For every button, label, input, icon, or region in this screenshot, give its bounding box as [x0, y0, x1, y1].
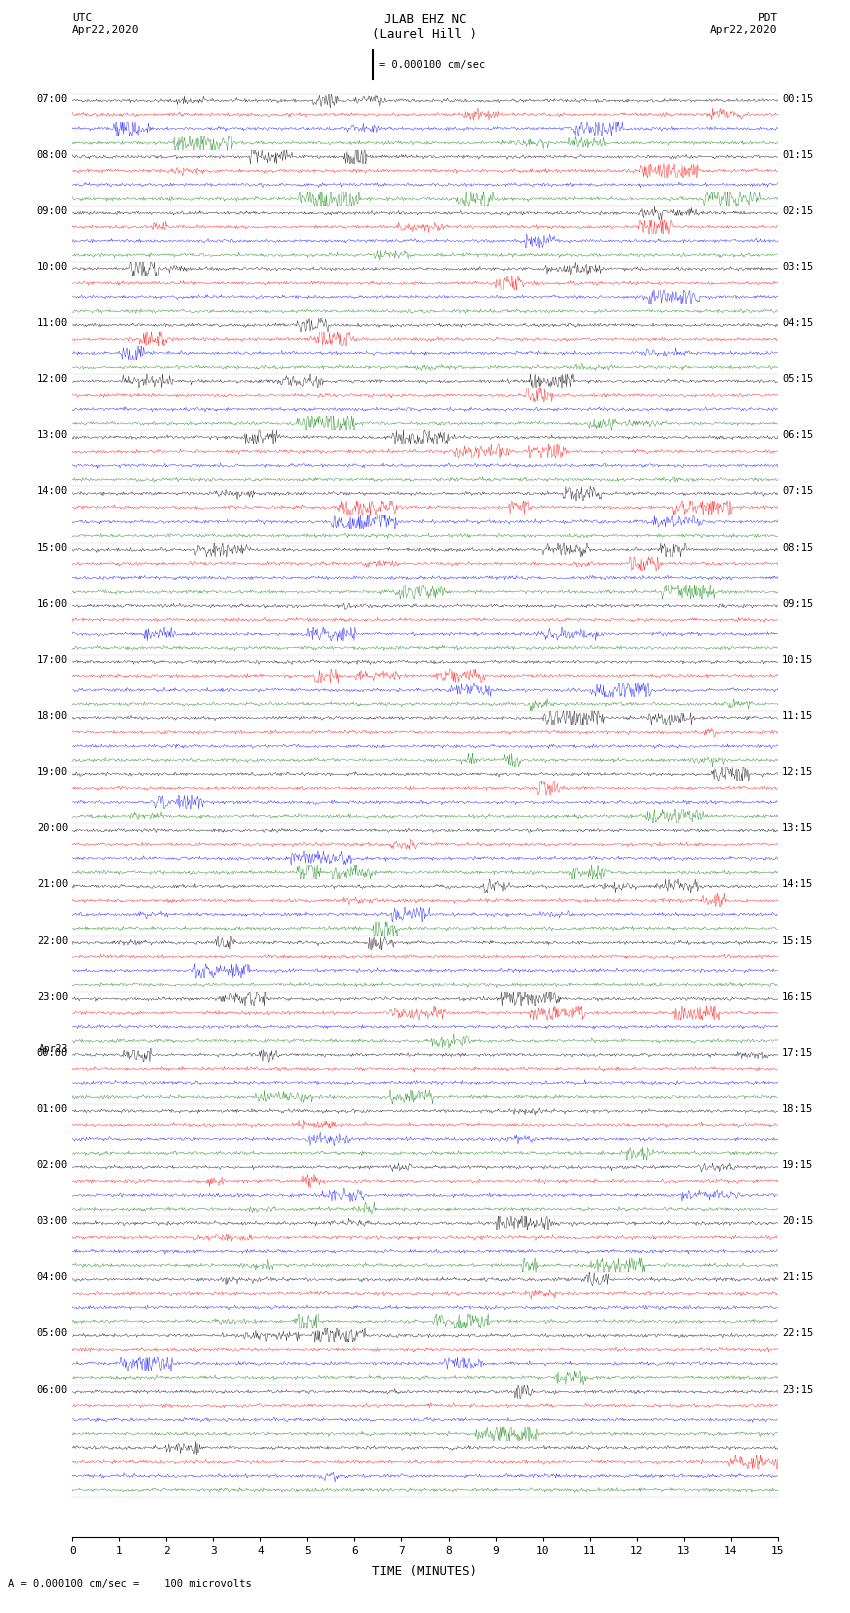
Text: = 0.000100 cm/sec: = 0.000100 cm/sec: [379, 60, 485, 69]
Text: 06:00: 06:00: [37, 1384, 68, 1395]
Text: 17:00: 17:00: [37, 655, 68, 665]
Text: A = 0.000100 cm/sec =    100 microvolts: A = 0.000100 cm/sec = 100 microvolts: [8, 1579, 252, 1589]
Text: 21:15: 21:15: [782, 1273, 813, 1282]
Text: TIME (MINUTES): TIME (MINUTES): [372, 1565, 478, 1578]
Text: 22:00: 22:00: [37, 936, 68, 945]
Text: 16:00: 16:00: [37, 598, 68, 608]
Text: 20:15: 20:15: [782, 1216, 813, 1226]
Text: UTC
Apr22,2020: UTC Apr22,2020: [72, 13, 139, 34]
Text: 03:15: 03:15: [782, 261, 813, 273]
Text: 07:15: 07:15: [782, 487, 813, 497]
Text: 02:00: 02:00: [37, 1160, 68, 1169]
Text: 19:00: 19:00: [37, 768, 68, 777]
Text: 15:00: 15:00: [37, 542, 68, 553]
Text: 12:15: 12:15: [782, 768, 813, 777]
Text: 21:00: 21:00: [37, 879, 68, 889]
Text: 07:00: 07:00: [37, 94, 68, 103]
Text: 08:00: 08:00: [37, 150, 68, 160]
Text: JLAB EHZ NC
(Laurel Hill ): JLAB EHZ NC (Laurel Hill ): [372, 13, 478, 40]
Text: 23:00: 23:00: [37, 992, 68, 1002]
Text: 10:00: 10:00: [37, 261, 68, 273]
Text: 04:15: 04:15: [782, 318, 813, 327]
Text: 01:15: 01:15: [782, 150, 813, 160]
Text: PDT
Apr22,2020: PDT Apr22,2020: [711, 13, 778, 34]
Text: 13:00: 13:00: [37, 431, 68, 440]
Text: 12:00: 12:00: [37, 374, 68, 384]
Text: 05:00: 05:00: [37, 1329, 68, 1339]
Text: 17:15: 17:15: [782, 1048, 813, 1058]
Text: 01:00: 01:00: [37, 1103, 68, 1115]
Text: 10:15: 10:15: [782, 655, 813, 665]
Text: Apr23: Apr23: [38, 1044, 68, 1053]
Text: 03:00: 03:00: [37, 1216, 68, 1226]
Text: 00:15: 00:15: [782, 94, 813, 103]
Text: 18:00: 18:00: [37, 711, 68, 721]
Text: 22:15: 22:15: [782, 1329, 813, 1339]
Text: 05:15: 05:15: [782, 374, 813, 384]
Text: 02:15: 02:15: [782, 206, 813, 216]
Text: 16:15: 16:15: [782, 992, 813, 1002]
Text: 20:00: 20:00: [37, 823, 68, 834]
Text: 00:00: 00:00: [37, 1048, 68, 1058]
Text: 15:15: 15:15: [782, 936, 813, 945]
Text: 09:15: 09:15: [782, 598, 813, 608]
Text: 06:15: 06:15: [782, 431, 813, 440]
Text: 13:15: 13:15: [782, 823, 813, 834]
Text: 08:15: 08:15: [782, 542, 813, 553]
Text: 14:15: 14:15: [782, 879, 813, 889]
Text: 19:15: 19:15: [782, 1160, 813, 1169]
Text: 09:00: 09:00: [37, 206, 68, 216]
Text: 14:00: 14:00: [37, 487, 68, 497]
Text: 23:15: 23:15: [782, 1384, 813, 1395]
Text: 18:15: 18:15: [782, 1103, 813, 1115]
Text: 11:00: 11:00: [37, 318, 68, 327]
Text: 11:15: 11:15: [782, 711, 813, 721]
Text: 04:00: 04:00: [37, 1273, 68, 1282]
